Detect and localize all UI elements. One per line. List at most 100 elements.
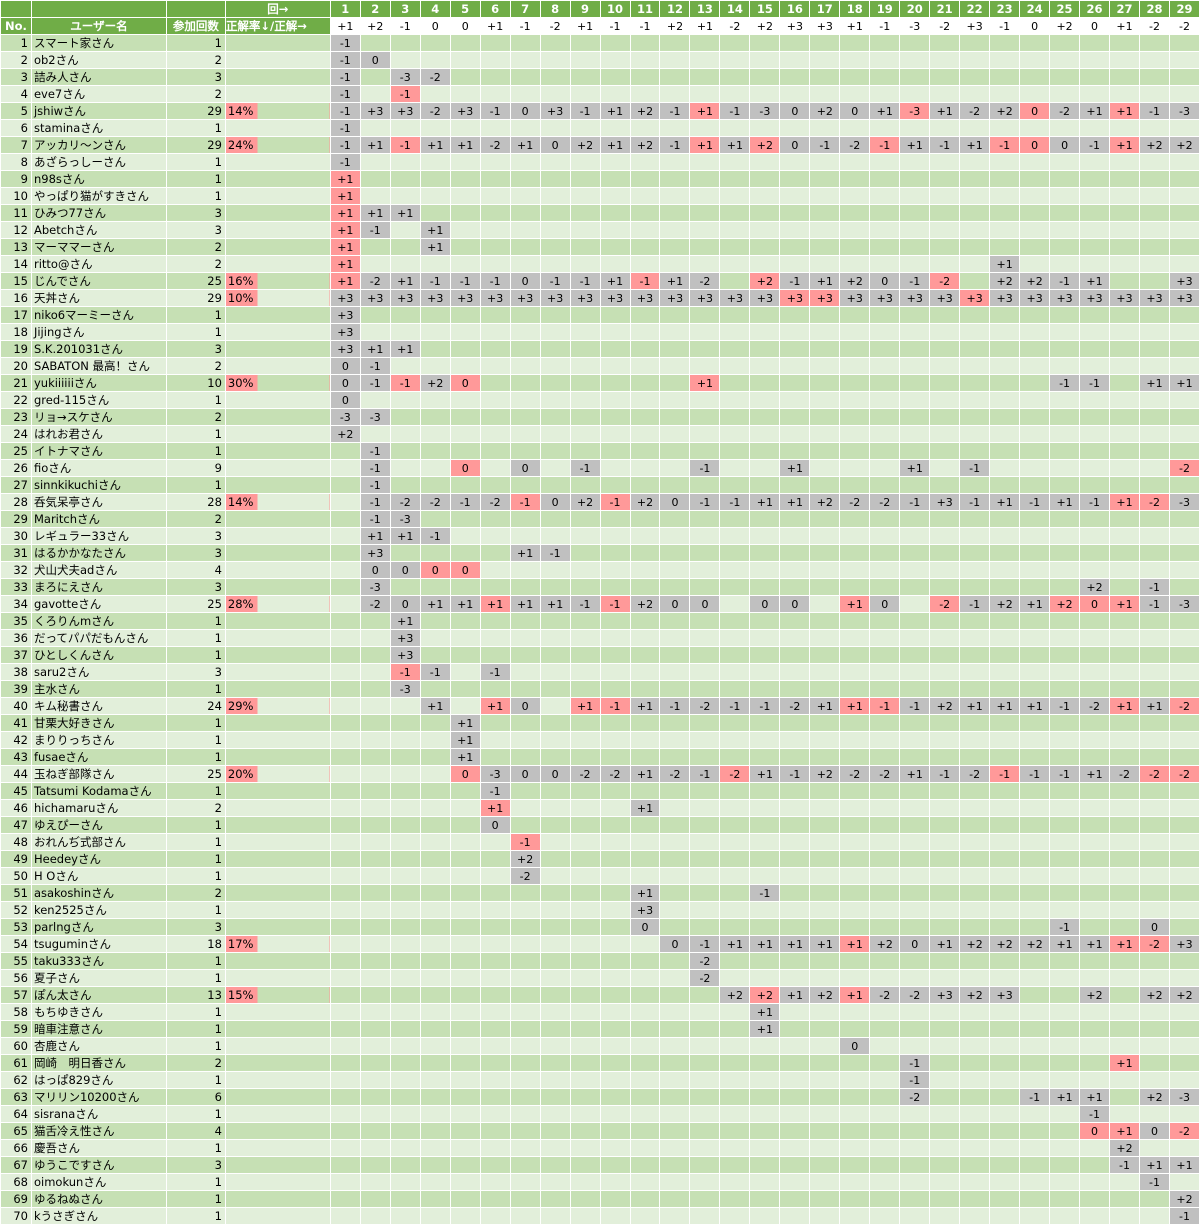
guess-cell xyxy=(869,1122,901,1140)
guess-cell xyxy=(719,646,751,664)
guess-cell xyxy=(959,1037,991,1055)
guess-cell: 0 xyxy=(419,561,451,579)
guess-cell xyxy=(899,323,931,341)
guess-cell xyxy=(989,68,1021,86)
guess-cell xyxy=(689,255,721,273)
guess-cell xyxy=(1019,901,1051,919)
guess-cell xyxy=(959,153,991,171)
round-header-6: 6 xyxy=(479,0,511,18)
guess-cell xyxy=(569,374,601,392)
guess-cell xyxy=(899,680,931,698)
guess-cell: 0 xyxy=(479,816,511,834)
guess-cell xyxy=(389,408,421,426)
guess-cell xyxy=(1109,221,1140,239)
guess-cell xyxy=(509,969,541,987)
guess-cell xyxy=(959,1088,991,1106)
guess-cell xyxy=(779,1088,811,1106)
user-name: H Oさん xyxy=(30,867,167,885)
guess-cell xyxy=(779,357,811,375)
guess-cell xyxy=(1138,867,1170,885)
guess-cell xyxy=(479,918,511,936)
guess-cell xyxy=(599,1088,631,1106)
guess-cell xyxy=(479,68,511,86)
guess-cell xyxy=(929,153,961,171)
guess-cell xyxy=(539,340,571,358)
guess-cell xyxy=(1109,442,1140,460)
guess-cell xyxy=(929,374,961,392)
guess-cell: +2 xyxy=(959,986,991,1004)
guess-cell: -1 xyxy=(659,102,691,120)
user-name: リョ→スケさん xyxy=(30,408,167,426)
answer-cell-17: +3 xyxy=(809,17,841,35)
answer-cell-15: +2 xyxy=(749,17,781,35)
guess-cell xyxy=(1109,85,1140,103)
table-row: 55 taku333さん 1 -2 xyxy=(0,952,1200,970)
guess-cell xyxy=(869,731,901,749)
guess-cell: +1 xyxy=(629,884,661,902)
round-header-10: 10 xyxy=(599,0,631,18)
guess-cell xyxy=(689,850,721,868)
guess-cell: -3 xyxy=(1168,595,1200,613)
guess-cell xyxy=(629,816,661,834)
guess-cell xyxy=(389,867,421,885)
answer-cell-27: +1 xyxy=(1109,17,1140,35)
row-number: 19 xyxy=(0,340,32,358)
guess-cell: +3 xyxy=(809,289,841,307)
guess-cell xyxy=(869,918,901,936)
guess-cell xyxy=(599,374,631,392)
participation-count: 1 xyxy=(165,1190,226,1208)
guess-cell: +1 xyxy=(1109,935,1140,953)
guess-cell xyxy=(1138,731,1170,749)
user-name: アッカリ～ンさん xyxy=(30,136,167,154)
guess-cell: -3 xyxy=(329,408,361,426)
guess-cell xyxy=(1079,459,1111,477)
guess-cell xyxy=(989,1156,1021,1174)
guess-cell xyxy=(959,374,991,392)
guess-cell xyxy=(329,1071,361,1089)
guess-cell xyxy=(569,306,601,324)
accuracy-rate xyxy=(224,408,331,426)
guess-cell xyxy=(779,323,811,341)
guess-cell: +1 xyxy=(359,204,391,222)
guess-cell xyxy=(419,119,451,137)
guess-cell: -1 xyxy=(1079,136,1111,154)
guess-cell xyxy=(929,646,961,664)
accuracy-rate xyxy=(224,1003,331,1021)
guess-cell xyxy=(809,629,841,647)
user-header: ユーザー名 xyxy=(30,17,167,35)
table-row: 21 yukiiiiiiさん 10 30% 0 -1 -1 +2 0 +1 -1 -1 +1 +1 xyxy=(0,374,1200,392)
guess-cell xyxy=(719,51,751,69)
guess-cell xyxy=(839,1173,871,1191)
guess-cell: -1 xyxy=(779,272,811,290)
guess-cell xyxy=(419,391,451,409)
guess-cell xyxy=(749,578,781,596)
guess-cell xyxy=(479,646,511,664)
guess-cell xyxy=(629,629,661,647)
guess-cell xyxy=(329,663,361,681)
guess-cell xyxy=(599,476,631,494)
guess-cell: +1 xyxy=(449,595,481,613)
guess-cell xyxy=(1168,306,1200,324)
guess-cell: -1 xyxy=(689,493,721,511)
user-name: マーママーさん xyxy=(30,238,167,256)
guess-cell xyxy=(689,1156,721,1174)
guess-cell xyxy=(779,1020,811,1038)
guess-cell xyxy=(389,459,421,477)
guess-cell xyxy=(539,816,571,834)
table-row: 32 犬山犬夫adさん 4 0 0 0 0 xyxy=(0,561,1200,579)
guess-cell xyxy=(659,255,691,273)
guess-cell: +3 xyxy=(1049,289,1081,307)
guess-cell: +3 xyxy=(389,646,421,664)
guess-cell xyxy=(719,663,751,681)
round-header-25: 25 xyxy=(1049,0,1081,18)
guess-cell: +1 xyxy=(959,136,991,154)
guess-cell xyxy=(1109,357,1140,375)
answer-row: No. ユーザー名 参加回数 正解率↓/正解→ +1 +2 -1 0 0 +1 -1 -2 +1… xyxy=(0,17,1200,35)
guess-cell xyxy=(689,68,721,86)
participation-count: 1 xyxy=(165,1173,226,1191)
guess-cell: 0 xyxy=(779,136,811,154)
guess-cell xyxy=(359,68,391,86)
row-number: 54 xyxy=(0,935,32,953)
guess-cell: +1 xyxy=(389,204,421,222)
guess-cell xyxy=(929,204,961,222)
